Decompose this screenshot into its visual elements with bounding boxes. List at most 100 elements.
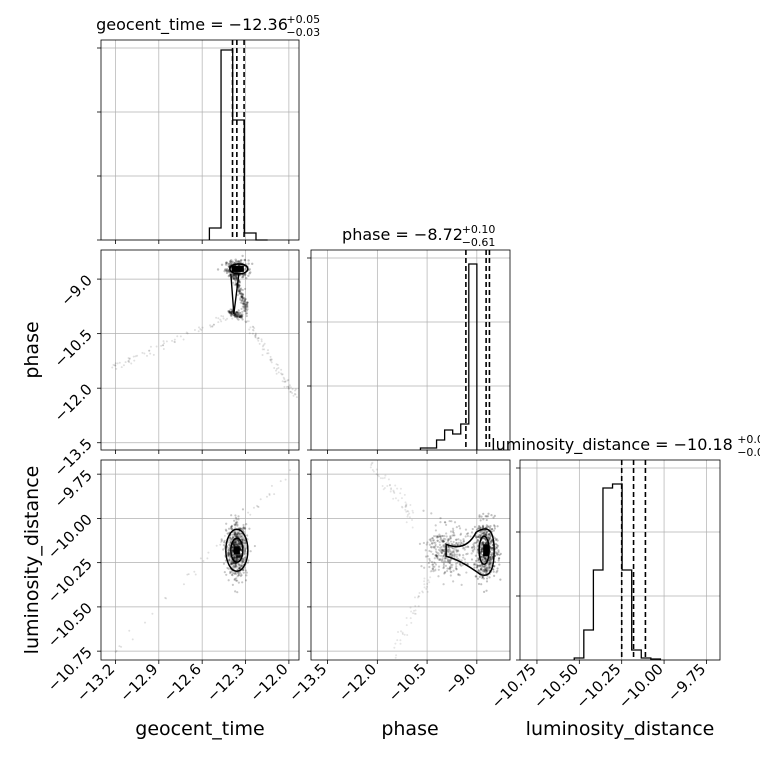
scatter-point xyxy=(495,571,498,574)
scatter-point xyxy=(477,564,480,567)
scatter-point xyxy=(444,521,447,524)
scatter-point xyxy=(224,268,228,271)
scatter-point xyxy=(237,543,240,546)
scatter-point xyxy=(228,309,231,313)
scatter-point xyxy=(486,567,489,570)
scatter-point xyxy=(247,259,250,262)
scatter-point xyxy=(246,308,249,311)
scatter-point xyxy=(241,276,244,279)
scatter-point xyxy=(237,542,240,545)
scatter-point xyxy=(240,295,243,299)
scatter-point xyxy=(449,552,452,556)
phase-title: phase = −8.72 xyxy=(342,225,463,244)
scatter-point xyxy=(485,531,488,535)
scatter-point xyxy=(237,555,241,558)
scatter-point xyxy=(246,301,249,304)
scatter-point xyxy=(182,583,185,586)
scatter-point xyxy=(488,526,492,529)
scatter-point xyxy=(401,632,404,635)
scatter-point xyxy=(453,547,456,550)
scatter-point xyxy=(483,533,487,537)
scatter-point xyxy=(243,547,246,550)
scatter-point xyxy=(488,537,491,540)
scatter-point xyxy=(442,540,445,543)
scatter-point xyxy=(447,551,450,554)
scatter-point xyxy=(245,276,248,280)
scatter-point xyxy=(443,550,446,553)
scatter-point xyxy=(428,543,431,546)
scatter-point xyxy=(236,315,239,318)
scatter-point xyxy=(442,554,446,557)
scatter-point xyxy=(498,563,501,566)
scatter-point xyxy=(111,366,114,369)
scatter-point xyxy=(240,295,243,298)
scatter-point xyxy=(477,535,480,539)
scatter-point xyxy=(234,314,237,317)
tick-label-x: −9.75 xyxy=(664,660,709,705)
scatter-point xyxy=(471,527,474,531)
scatter-point xyxy=(262,344,265,347)
scatter-point xyxy=(476,577,479,580)
scatter-point xyxy=(483,570,486,573)
scatter-point xyxy=(478,534,481,537)
scatter-point xyxy=(149,345,152,348)
scatter-point xyxy=(237,531,240,535)
scatter-point xyxy=(237,581,240,584)
scatter-point xyxy=(495,543,499,546)
scatter-point xyxy=(484,542,488,545)
scatter-point xyxy=(239,543,242,546)
scatter-point xyxy=(238,311,241,314)
scatter-point xyxy=(226,317,229,320)
scatter-point xyxy=(235,562,238,566)
scatter-point xyxy=(243,287,247,291)
scatter-point xyxy=(448,546,451,549)
scatter-point xyxy=(476,539,479,542)
scatter-point xyxy=(227,553,230,556)
frame-layer xyxy=(97,39,721,664)
scatter-point xyxy=(434,548,437,551)
scatter-point xyxy=(127,360,130,363)
scatter-point xyxy=(396,639,399,642)
scatter-point xyxy=(489,558,492,561)
scatter-point xyxy=(240,288,243,291)
scatter-point xyxy=(466,562,469,565)
scatter-point xyxy=(243,306,246,309)
scatter-point xyxy=(474,554,477,557)
scatter-point xyxy=(235,579,238,582)
scatter-point xyxy=(173,338,176,341)
scatter-point xyxy=(238,284,241,287)
scatter-point xyxy=(489,558,492,562)
scatter-point xyxy=(437,568,440,571)
scatter-point xyxy=(450,563,453,567)
scatter-point xyxy=(390,488,393,491)
scatter-point xyxy=(230,525,233,528)
scatter-point xyxy=(237,290,241,293)
scatter-point xyxy=(229,537,232,540)
scatter-point xyxy=(216,268,220,271)
scatter-point xyxy=(293,389,296,392)
scatter-point xyxy=(488,562,491,566)
scatter-point xyxy=(479,533,483,537)
scatter-point xyxy=(448,560,451,564)
scatter-point xyxy=(149,352,152,355)
scatter-point xyxy=(488,532,491,535)
scatter-point xyxy=(389,490,392,493)
scatter-point xyxy=(417,595,420,598)
scatter-point xyxy=(492,570,495,573)
scatter-point xyxy=(442,540,445,543)
scatter-point xyxy=(489,535,492,538)
scatter-point xyxy=(487,536,490,539)
tick-label-x: −12.3 xyxy=(203,660,248,705)
scatter-point xyxy=(235,554,239,557)
scatter-point xyxy=(235,554,238,558)
scatter-point xyxy=(449,540,453,543)
luminosity-distance-histogram xyxy=(573,483,662,660)
scatter-point xyxy=(371,468,374,471)
scatter-point xyxy=(477,536,480,539)
scatter-point xyxy=(482,570,486,573)
scatter-point xyxy=(458,562,462,565)
scatter-point xyxy=(230,524,233,527)
scatter-point xyxy=(227,579,230,582)
scatter-point xyxy=(245,312,248,315)
scatter-point xyxy=(234,313,238,317)
